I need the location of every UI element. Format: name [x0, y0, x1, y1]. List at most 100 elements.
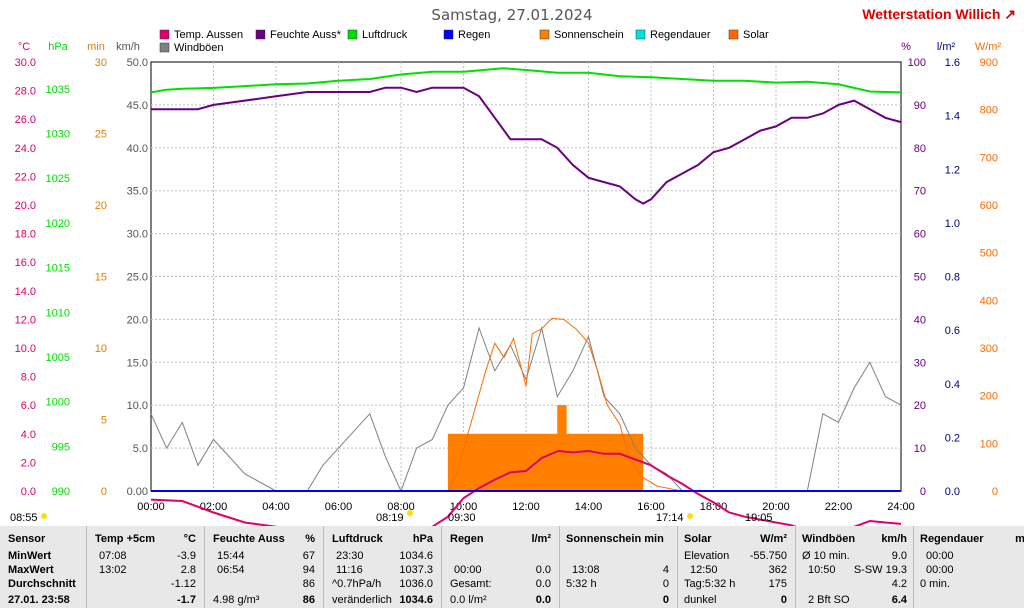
y-tick-min: 20: [95, 200, 107, 212]
station-label: Wetterstation Willich: [862, 6, 1001, 22]
legend-label: Sonnenschein: [554, 29, 624, 41]
y-tick-hpa: 1025: [46, 173, 70, 185]
cell: dunkel: [684, 594, 717, 606]
y-tick-min: 5: [101, 415, 107, 427]
col-feuchte: Feuchte Auss % 15:44 67 06:54 94 86 4.98…: [205, 526, 324, 608]
col-druck: Luftdruck hPa 23:30 1034.6 11:16 1037.3 …: [324, 526, 442, 608]
y-tick-lm2: 1.4: [945, 111, 960, 123]
series-line: [150, 449, 902, 526]
y-tick-wm2: 600: [980, 200, 998, 212]
y-tick-lm2: 0.2: [945, 432, 960, 444]
y-tick-hpa: 1005: [46, 352, 70, 364]
y-tick-degc: 4.0: [21, 429, 36, 441]
col-header: Feuchte Auss: [213, 533, 285, 545]
cell: 86: [302, 578, 315, 590]
legend-label: Luftdruck: [362, 29, 408, 41]
legend-swatch: [539, 29, 550, 40]
legend-swatch: [635, 29, 646, 40]
legend-label: Feuchte Auss*: [270, 29, 342, 41]
cell: 00:00: [454, 564, 482, 576]
legend-swatch: [255, 29, 266, 40]
y-tick-lm2: 0.4: [945, 379, 960, 391]
weather-chart: 00:00 02:00 04:00 06:00 08:00 10:00 12:00 14:00…: [10, 29, 1002, 526]
col-header: Sonnenschein min: [566, 533, 664, 545]
x-tick-label: 08:00: [387, 501, 415, 513]
y-tick-wm2: 300: [980, 343, 998, 355]
col-header: Windböen: [802, 533, 856, 545]
axis-unit-lm2: l/m²: [937, 41, 956, 53]
axis-unit-pct: %: [901, 41, 911, 53]
x-tick-label: 04:00: [262, 501, 290, 513]
y-tick-min: 15: [95, 272, 107, 284]
y-tick-kmh: 35.0: [127, 186, 148, 198]
cell: 362: [768, 564, 787, 576]
y-tick-pct: 20: [914, 400, 926, 412]
y-tick-lm2: 0.0: [945, 486, 960, 498]
sunshine-bar: [447, 433, 526, 491]
axis-unit-kmh: km/h: [116, 41, 140, 53]
cell: 0.0: [535, 564, 551, 576]
cell: 1036.0: [399, 578, 433, 590]
y-tick-degc: 30.0: [15, 57, 36, 69]
cell: 12:50: [690, 564, 718, 576]
y-tick-hpa: 1010: [46, 307, 70, 319]
y-tick-degc: 14.0: [15, 286, 36, 298]
row-label: MaxWert: [8, 564, 54, 576]
col-unit: hPa: [412, 533, 433, 545]
y-tick-wm2: 100: [980, 438, 998, 450]
cell-current: 0: [780, 594, 787, 606]
cell: 4: [662, 564, 669, 576]
cell: 2.8: [180, 564, 196, 576]
y-tick-degc: 26.0: [15, 114, 36, 126]
x-tick-label: 16:00: [637, 501, 665, 513]
y-tick-degc: 16.0: [15, 257, 36, 269]
marker-min-time: 08:55: [10, 512, 38, 524]
cell: Tag:5:32 h: [684, 578, 736, 590]
axis-unit-min: min: [87, 41, 105, 53]
station-name[interactable]: Wetterstation Willich ↗: [862, 6, 1016, 23]
marker-rain-start: 09:30: [448, 512, 476, 524]
cell: 23:30: [336, 550, 364, 562]
series-line: [150, 67, 902, 94]
y-tick-lm2: 0.6: [945, 325, 960, 337]
col-unit: %: [305, 533, 315, 545]
y-tick-pct: 100: [908, 57, 926, 69]
y-tick-hpa: 1035: [46, 84, 70, 96]
axis-unit-wm2: W/m²: [975, 41, 1002, 53]
x-tick-label: 00:00: [137, 501, 165, 513]
x-tick-label: 22:00: [825, 501, 853, 513]
cell: 175: [768, 578, 787, 590]
marker-sunrise: 08:19: [376, 512, 404, 524]
y-tick-degc: 2.0: [21, 457, 36, 469]
cell-current: 1034.6: [399, 594, 433, 606]
cell: 4.2: [891, 578, 907, 590]
col-unit: °C: [183, 533, 196, 545]
y-tick-kmh: 15.0: [127, 357, 148, 369]
sunshine-bar: [526, 433, 644, 491]
cell: ^0.7hPa/h: [332, 578, 382, 590]
cell: 0.0: [535, 578, 551, 590]
station-arrow-icon: ↗: [1004, 6, 1016, 22]
y-tick-pct: 60: [914, 229, 926, 241]
y-tick-kmh: 5.0: [133, 443, 148, 455]
y-tick-min: 0: [101, 486, 107, 498]
y-tick-pct: 50: [914, 272, 926, 284]
cell-current: 0.0: [535, 594, 551, 606]
y-tick-wm2: 700: [980, 152, 998, 164]
y-tick-kmh: 20.0: [127, 314, 148, 326]
y-tick-hpa: 995: [52, 441, 70, 453]
cell: 07:08: [99, 550, 127, 562]
y-tick-degc: 8.0: [21, 372, 36, 384]
legend-swatch: [728, 29, 739, 40]
y-tick-hpa: 1030: [46, 129, 70, 141]
axis-unit-hpa: hPa: [48, 41, 68, 53]
y-tick-degc: 10.0: [15, 343, 36, 355]
y-tick-pct: 90: [914, 100, 926, 112]
cell: 15:44: [217, 550, 245, 562]
cell-current: -1.7: [177, 594, 196, 606]
y-tick-kmh: 40.0: [127, 143, 148, 155]
sunshine-bar: [557, 405, 567, 491]
y-tick-lm2: 1.0: [945, 218, 960, 230]
y-tick-wm2: 800: [980, 105, 998, 117]
y-tick-wm2: 400: [980, 295, 998, 307]
